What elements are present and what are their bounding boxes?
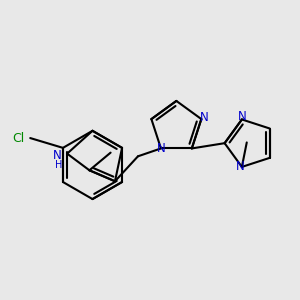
Text: N: N [236,160,244,173]
Text: N: N [157,142,165,155]
Text: H: H [55,160,62,170]
Text: N: N [53,149,62,162]
Text: Cl: Cl [13,132,25,145]
Text: N: N [200,111,209,124]
Text: N: N [238,110,246,123]
